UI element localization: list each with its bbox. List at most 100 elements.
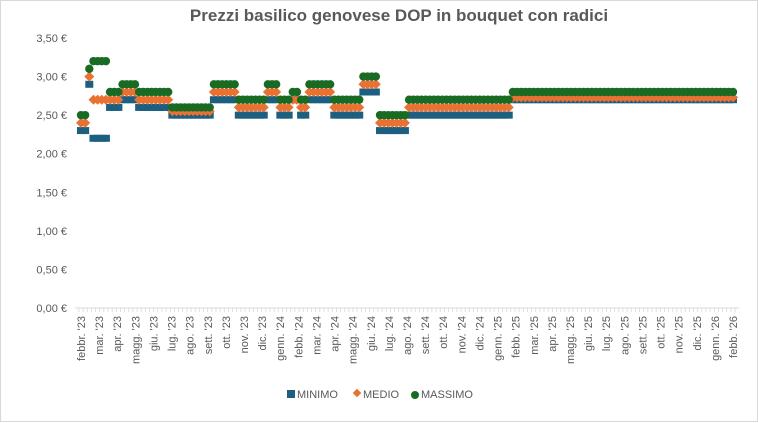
point-minimo xyxy=(259,111,268,119)
point-massimo xyxy=(114,87,123,97)
legend-label-minimo: MINIMO xyxy=(297,389,338,401)
point-medio xyxy=(325,87,336,97)
point-massimo xyxy=(164,87,173,97)
x-tick-label: ott. '25 xyxy=(656,316,668,349)
point-minimo xyxy=(110,103,119,111)
point-minimo xyxy=(147,103,156,111)
x-tick-label: magg. '25 xyxy=(565,316,577,364)
point-minimo xyxy=(413,111,422,119)
point-minimo xyxy=(438,111,447,119)
x-tick-label: mar. '24 xyxy=(311,316,323,355)
point-minimo xyxy=(93,134,102,142)
point-medio xyxy=(258,102,269,113)
point-minimo xyxy=(429,111,438,119)
x-tick-label: giu. '24 xyxy=(366,316,378,351)
point-minimo xyxy=(496,111,505,119)
x-tick-label: lug. '24 xyxy=(384,316,396,351)
point-minimo xyxy=(209,96,218,104)
point-minimo xyxy=(309,96,318,104)
point-medio xyxy=(113,94,124,105)
point-medio xyxy=(163,94,174,105)
x-tick-label: giu. '25 xyxy=(583,316,595,351)
legend-marker-minimo xyxy=(287,390,295,398)
point-minimo xyxy=(322,96,331,104)
point-minimo xyxy=(376,127,385,135)
point-minimo xyxy=(409,111,418,119)
point-minimo xyxy=(247,111,256,119)
point-minimo xyxy=(139,103,148,111)
x-tick-label: nov. '25 xyxy=(674,316,686,353)
point-minimo xyxy=(388,127,397,135)
y-tick-label: 2,50 € xyxy=(36,110,67,122)
y-tick-label: 0,50 € xyxy=(36,264,67,276)
x-tick-label: ott. '24 xyxy=(438,316,450,349)
point-minimo xyxy=(151,103,160,111)
point-minimo xyxy=(101,134,110,142)
point-minimo xyxy=(77,127,85,135)
point-minimo xyxy=(371,88,380,96)
point-minimo xyxy=(280,111,289,119)
legend-label-medio: MEDIO xyxy=(363,389,400,401)
x-tick-label: giu. '23 xyxy=(148,316,160,351)
point-minimo xyxy=(97,134,106,142)
point-massimo xyxy=(325,80,335,89)
x-tick-label: sett. '24 xyxy=(420,316,432,354)
x-tick-label: dic. '23 xyxy=(257,316,269,351)
y-tick-label: 1,00 € xyxy=(36,226,67,238)
point-massimo xyxy=(504,95,513,104)
y-tick-label: 0,00 € xyxy=(36,303,67,315)
point-minimo xyxy=(504,111,513,119)
point-massimo xyxy=(205,103,214,112)
point-minimo xyxy=(122,96,131,104)
point-minimo xyxy=(459,111,468,119)
point-minimo xyxy=(463,111,472,119)
point-minimo xyxy=(313,96,322,104)
x-tick-label: apr. '24 xyxy=(330,316,342,352)
point-minimo xyxy=(417,111,426,119)
x-tick-label: ago. '25 xyxy=(619,316,631,355)
point-massimo xyxy=(101,56,111,66)
x-tick-label: sett. '25 xyxy=(637,316,649,354)
point-minimo xyxy=(367,88,376,96)
point-massimo xyxy=(259,95,268,104)
point-medio xyxy=(503,102,514,113)
point-minimo xyxy=(351,111,360,119)
point-minimo xyxy=(155,103,164,111)
x-tick-label: febb. '26 xyxy=(728,316,740,358)
point-minimo xyxy=(251,111,260,119)
x-tick-label: genn. '25 xyxy=(493,316,505,361)
point-minimo xyxy=(467,111,476,119)
point-minimo xyxy=(454,111,463,119)
x-tick-label: dic. '24 xyxy=(474,316,486,351)
point-minimo xyxy=(255,111,264,119)
point-minimo xyxy=(160,103,169,111)
point-minimo xyxy=(359,88,368,96)
legend-label-massimo: MASSIMO xyxy=(421,389,473,401)
point-medio xyxy=(271,87,282,97)
point-minimo xyxy=(500,111,509,119)
point-minimo xyxy=(334,111,343,119)
point-minimo xyxy=(450,111,459,119)
point-minimo xyxy=(226,96,235,104)
point-minimo xyxy=(218,96,227,104)
point-massimo xyxy=(728,87,738,97)
x-tick-label: mar. '23 xyxy=(94,316,106,355)
point-medio xyxy=(84,71,95,82)
point-minimo xyxy=(106,103,115,111)
x-tick-label: nov. '24 xyxy=(456,316,468,353)
x-tick-label: genn. '24 xyxy=(275,316,287,361)
x-tick-label: magg. '24 xyxy=(348,316,360,364)
x-tick-label: ott. '23 xyxy=(221,316,233,349)
y-tick-label: 1,50 € xyxy=(36,187,67,199)
x-tick-label: febb. '24 xyxy=(293,316,305,358)
point-minimo xyxy=(442,111,451,119)
point-minimo xyxy=(396,127,405,135)
point-minimo xyxy=(355,111,364,119)
point-medio xyxy=(399,117,410,128)
point-massimo xyxy=(292,87,302,97)
point-minimo xyxy=(471,111,480,119)
point-minimo xyxy=(342,111,351,119)
point-massimo xyxy=(271,80,281,89)
point-minimo xyxy=(346,111,355,119)
point-massimo xyxy=(130,80,140,89)
